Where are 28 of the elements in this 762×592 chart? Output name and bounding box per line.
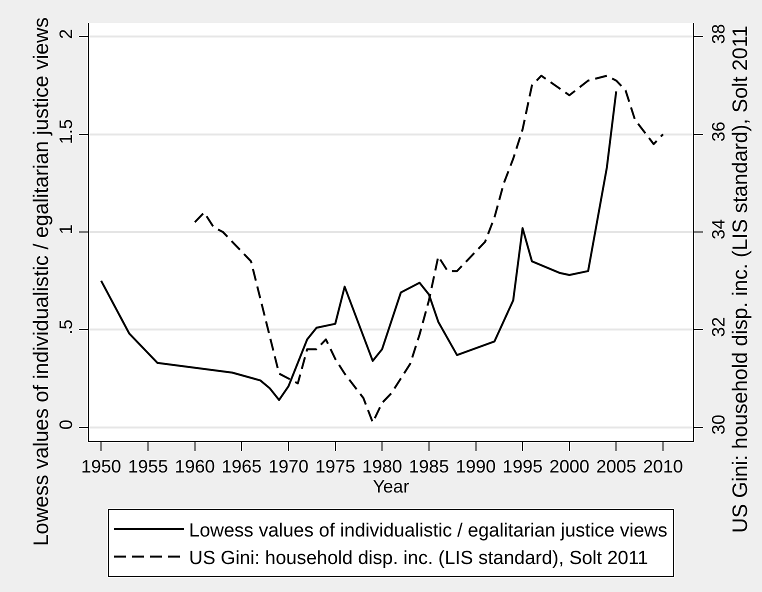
y2-tick-label: 38 (708, 24, 729, 44)
x-tick-label: 1965 (222, 456, 262, 477)
y2-tick-label: 32 (708, 316, 729, 337)
y-tick-label: 1.5 (56, 119, 76, 144)
x-tick-label: 2005 (596, 456, 636, 477)
x-tick-label: 1990 (456, 456, 496, 477)
x-tick-label: 1975 (315, 456, 356, 477)
x-tick-label: 2010 (643, 456, 684, 477)
x-tick-label: 1970 (268, 456, 308, 477)
x-tick-label: 1950 (81, 456, 122, 477)
y-tick-label: 0 (56, 420, 76, 430)
y2-tick-label: 34 (708, 219, 729, 240)
x-tick-label: 1955 (128, 456, 168, 477)
y-tick-label: 2 (56, 28, 76, 39)
y2-axis-title: US Gini: household disp. inc. (LIS standard), Solt 2011 (729, 26, 752, 533)
x-axis-title: Year (372, 476, 410, 497)
x-tick-label: 1960 (174, 456, 215, 477)
y2-tick-label: 36 (708, 122, 729, 142)
x-tick-label: 1980 (362, 456, 402, 477)
x-tick-label: 2000 (549, 456, 590, 477)
legend-label: Lowess values of individualistic / egalitarian justice views (189, 520, 668, 542)
y-tick-label: .5 (56, 319, 76, 334)
x-tick-label: 1995 (502, 456, 543, 477)
y-axis-title: Lowess values of individualistic / egalitarian justice views (30, 17, 53, 546)
y2-tick-label: 30 (708, 414, 729, 435)
x-tick-label: 1985 (408, 456, 449, 477)
legend-label: US Gini: household disp. inc. (LIS standard), Solt 2011 (189, 548, 648, 570)
y-tick-label: 1 (56, 224, 76, 234)
